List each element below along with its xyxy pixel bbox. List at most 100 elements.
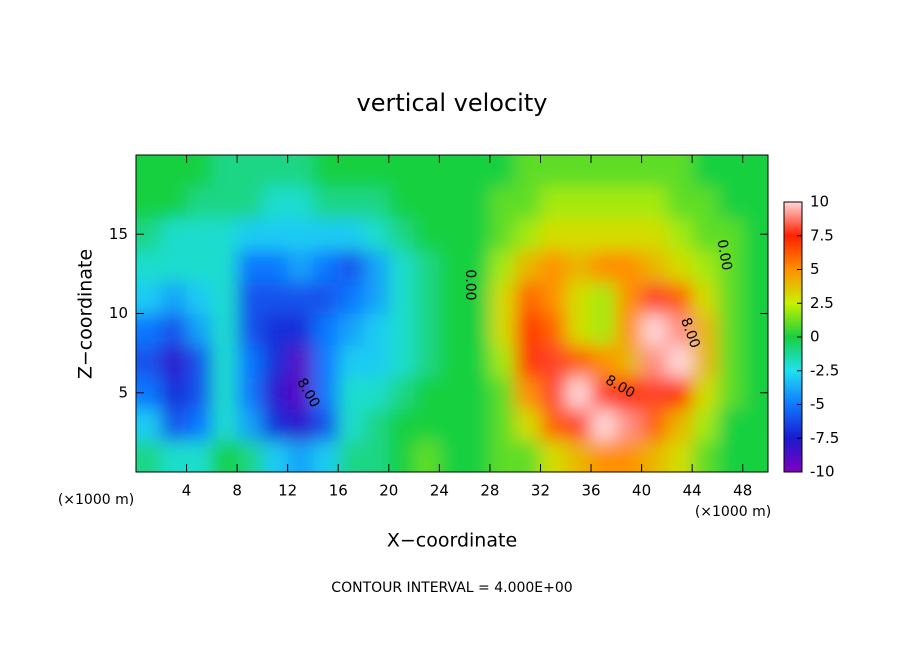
field-clip	[136, 155, 768, 472]
field-cell	[414, 250, 440, 283]
field-cell	[439, 186, 466, 219]
field-cell	[464, 155, 491, 188]
y-axis-label: Z−coordinate	[75, 249, 97, 379]
field-cell	[464, 345, 491, 378]
field-cell	[161, 440, 188, 472]
field-cell	[186, 281, 213, 314]
field-cell	[439, 281, 466, 314]
field-cell	[641, 376, 668, 410]
field-cell	[666, 440, 693, 472]
field-cell	[338, 250, 365, 283]
field-cell	[338, 186, 365, 219]
field-cell	[464, 250, 491, 283]
field-cell	[237, 408, 263, 441]
field-cell	[489, 218, 516, 251]
field-cell	[388, 186, 415, 219]
field-cell	[312, 408, 339, 441]
field-cell	[565, 313, 592, 346]
field-cell	[692, 440, 718, 472]
field-cell	[616, 408, 643, 441]
field-cell	[338, 281, 365, 314]
field-cell	[186, 408, 213, 441]
field-cell	[338, 440, 365, 472]
field-cell	[692, 376, 718, 410]
field-cell	[161, 345, 188, 378]
field-cell	[591, 376, 617, 410]
field-cell	[262, 186, 289, 219]
field-cell	[237, 313, 263, 346]
field-cell	[666, 218, 693, 251]
field-cell	[616, 313, 643, 346]
field-cell	[363, 440, 390, 472]
field-cell	[742, 345, 768, 378]
field-cell	[237, 218, 263, 251]
field-cell	[414, 440, 440, 472]
field-cell	[540, 250, 567, 283]
field-cell	[186, 186, 213, 219]
field-cell	[515, 218, 541, 251]
field-cell	[489, 281, 516, 314]
colorbar-tick-label: 7.5	[810, 226, 834, 244]
field-cell	[287, 250, 314, 283]
field-cell	[186, 440, 213, 472]
field-cell	[742, 281, 768, 314]
field-cell	[742, 408, 768, 441]
field-cell	[591, 345, 617, 378]
field-cell	[262, 155, 289, 188]
field-cell	[262, 218, 289, 251]
field-cell	[262, 250, 289, 283]
field-cell	[388, 376, 415, 410]
field-cell	[565, 376, 592, 410]
x-tick-label: 44	[683, 482, 702, 500]
colorbar-tick-label: 5	[810, 260, 820, 278]
field-cell	[136, 313, 162, 346]
field-cell	[742, 313, 768, 346]
field-cell	[262, 376, 289, 410]
field-cell	[161, 250, 188, 283]
field-cell	[540, 440, 567, 472]
field-cell	[414, 376, 440, 410]
field-cell	[540, 345, 567, 378]
field-cell	[186, 218, 213, 251]
field	[136, 155, 768, 472]
field-cell	[186, 155, 213, 188]
field-cell	[515, 250, 541, 283]
field-cell	[515, 440, 541, 472]
field-cell	[540, 186, 567, 219]
field-cell	[515, 281, 541, 314]
field-cell	[312, 440, 339, 472]
field-cell	[237, 376, 263, 410]
field-cell	[742, 155, 768, 188]
field-cell	[287, 218, 314, 251]
field-cell	[717, 186, 744, 219]
field-cell	[211, 376, 238, 410]
field-cell	[717, 345, 744, 378]
field-cell	[237, 155, 263, 188]
field-cell	[414, 345, 440, 378]
field-cell	[338, 313, 365, 346]
chart-title: vertical velocity	[357, 89, 548, 117]
field-cell	[439, 440, 466, 472]
colorbar-tick-label: 2.5	[810, 294, 834, 312]
field-cell	[287, 281, 314, 314]
field-cell	[641, 440, 668, 472]
field-cell	[565, 186, 592, 219]
field-cell	[414, 155, 440, 188]
field-cell	[211, 440, 238, 472]
field-cell	[338, 376, 365, 410]
field-cell	[287, 376, 314, 410]
field-cell	[388, 408, 415, 441]
field-cell	[616, 376, 643, 410]
field-cell	[717, 313, 744, 346]
field-cell	[692, 281, 718, 314]
field-cell	[641, 345, 668, 378]
field-cell	[388, 345, 415, 378]
field-cell	[666, 313, 693, 346]
field-cell	[515, 313, 541, 346]
field-cell	[489, 408, 516, 441]
field-cell	[262, 408, 289, 441]
field-cell	[489, 155, 516, 188]
field-cell	[616, 186, 643, 219]
field-cell	[616, 218, 643, 251]
